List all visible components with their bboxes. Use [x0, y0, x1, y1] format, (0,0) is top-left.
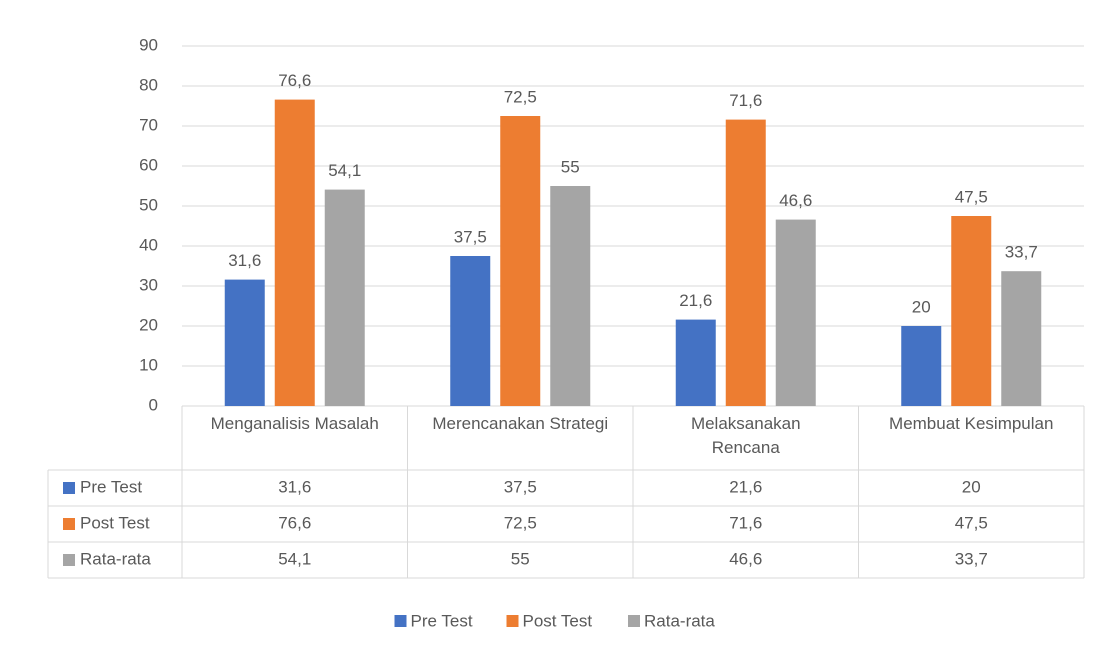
y-tick-label: 50: [139, 195, 158, 214]
table-cell: 72,5: [504, 513, 537, 532]
table-cell: 47,5: [955, 513, 988, 532]
x-tick-label: Melaksanakan Rencana: [690, 414, 801, 457]
bar: [675, 319, 716, 406]
legend-key: [628, 615, 640, 627]
table-cell: 31,6: [278, 477, 311, 496]
legend-key: [63, 518, 75, 530]
table-cell: 37,5: [504, 477, 537, 496]
data-label: 31,6: [228, 251, 261, 270]
x-tick-label: Membuat Kesimpulan: [889, 414, 1054, 433]
bar: [324, 189, 365, 406]
data-label: 55: [561, 157, 580, 176]
table-cell: 46,6: [729, 549, 762, 568]
data-label: 37,5: [454, 227, 487, 246]
bar: [224, 279, 265, 406]
x-tick-label: Menganalisis Masalah: [210, 414, 379, 433]
legend-key: [394, 615, 407, 627]
legend-label: Pre Test: [411, 611, 473, 630]
legend-key: [506, 615, 519, 627]
bar: [500, 116, 541, 406]
legend-label: Rata-rata: [644, 611, 715, 630]
bar: [1001, 271, 1042, 406]
legend-key: [63, 554, 75, 566]
y-tick-label: 20: [139, 315, 158, 334]
bar: [450, 256, 491, 406]
table-cell: 21,6: [729, 477, 762, 496]
table-row-header: Pre Test: [80, 477, 142, 496]
y-tick-label: 70: [139, 115, 158, 134]
table-row-header: Rata-rata: [80, 549, 151, 568]
y-tick-label: 90: [139, 35, 158, 54]
table-cell: 76,6: [278, 513, 311, 532]
table-cell: 55: [511, 549, 530, 568]
bar: [274, 99, 315, 406]
bar: [775, 219, 816, 406]
data-label: 20: [912, 297, 931, 316]
data-label: 46,6: [779, 191, 812, 210]
table-cell: 71,6: [729, 513, 762, 532]
table-cell: 33,7: [955, 549, 988, 568]
y-tick-label: 10: [139, 355, 158, 374]
bar: [550, 186, 591, 406]
y-tick-label: 30: [139, 275, 158, 294]
bar: [901, 326, 942, 406]
data-label: 54,1: [328, 161, 361, 180]
bar: [951, 216, 992, 406]
data-label: 21,6: [679, 291, 712, 310]
legend-label: Post Test: [523, 611, 593, 630]
legend-key: [63, 482, 75, 494]
y-tick-label: 40: [139, 235, 158, 254]
y-tick-label: 80: [139, 75, 158, 94]
data-label: 47,5: [955, 187, 988, 206]
table-row-header: Post Test: [80, 513, 150, 532]
y-tick-label: 60: [139, 155, 158, 174]
data-label: 71,6: [729, 91, 762, 110]
data-label: 33,7: [1005, 243, 1038, 262]
data-label: 76,6: [278, 71, 311, 90]
table-cell: 20: [962, 477, 981, 496]
x-tick-label: Merencanakan Strategi: [432, 414, 609, 433]
table-cell: 54,1: [278, 549, 311, 568]
bar: [725, 119, 766, 406]
y-tick-label: 0: [149, 395, 158, 414]
data-label: 72,5: [504, 87, 537, 106]
